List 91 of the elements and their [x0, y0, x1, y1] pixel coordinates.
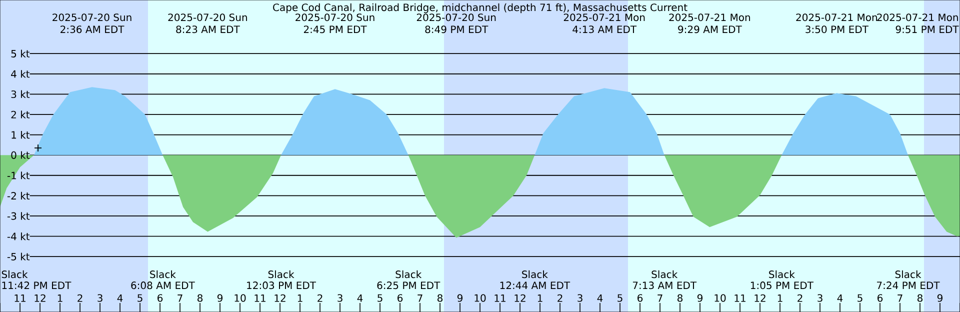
x-tick-label: 8	[677, 294, 682, 302]
annotation: Slack	[652, 270, 678, 278]
annotation: 8:23 AM EDT	[176, 26, 240, 34]
x-tick-label: 4	[597, 294, 603, 302]
annotation: 2025-07-20 Sun	[168, 14, 247, 22]
x-tick-label: 9	[217, 294, 222, 302]
y-tick-label: 0 kt	[11, 151, 30, 159]
annotation: 6:08 AM EDT	[131, 282, 195, 290]
y-tick-label: -4 kt	[7, 232, 30, 240]
x-tick-label: 8	[917, 294, 922, 302]
annotation: 1:05 PM EDT	[750, 282, 814, 290]
y-tick-label: 4 kt	[11, 70, 30, 78]
x-tick-label: 1	[298, 294, 302, 302]
annotation: 12:03 PM EDT	[247, 282, 316, 290]
x-tick-label: 2	[558, 294, 562, 302]
annotation: 2025-07-20 Sun	[416, 14, 496, 22]
x-tick-label: 7	[178, 294, 182, 302]
annotation: Slack	[895, 270, 922, 278]
x-tick-label: 2	[78, 294, 82, 302]
y-tick-label: -1 kt	[7, 172, 30, 180]
annotation: 2:36 AM EDT	[60, 26, 124, 34]
x-tick-label: 6	[638, 294, 643, 302]
x-tick-label: 12	[514, 294, 526, 302]
x-tick-label: 3	[98, 294, 102, 302]
annotation: 12:44 AM EDT	[500, 282, 570, 289]
x-tick-label: 11	[734, 294, 746, 302]
annotation: 4:13 AM EDT	[572, 26, 637, 34]
annotation: 2025-07-21 Mon	[796, 14, 877, 22]
annotation: 2025-07-20 Sun	[296, 14, 374, 22]
annotation: 9:29 AM EDT	[678, 26, 742, 34]
annotation: 11:42 PM EDT	[2, 282, 72, 289]
x-tick-label: 10	[474, 294, 486, 302]
y-tick-label: -5 kt	[7, 252, 30, 260]
y-tick-label: 2 kt	[11, 110, 30, 118]
annotation: Slack	[396, 270, 422, 278]
x-tick-label: 5	[138, 294, 142, 302]
y-tick-label: -2 kt	[7, 192, 30, 200]
x-tick-label: 9	[697, 294, 702, 302]
x-tick-label: 2	[318, 294, 322, 302]
annotation: 2025-07-21 Mon	[877, 14, 958, 22]
x-tick-label: 7	[658, 294, 662, 302]
annotation: 7:24 PM EDT	[877, 282, 940, 289]
annotation: 2025-07-20 Sun	[52, 14, 132, 22]
x-tick-label: 7	[898, 294, 902, 302]
annotation: 2025-07-21 Mon	[669, 14, 750, 22]
x-tick-label: 10	[714, 294, 726, 302]
chart-title: Cape Cod Canal, Railroad Bridge, midchannel (depth 71 ft), Massachusetts Current	[273, 3, 688, 14]
annotation: 2025-07-21 Mon	[564, 14, 645, 22]
y-tick-label: -3 kt	[7, 212, 30, 220]
x-tick-label: 4	[837, 294, 843, 302]
annotation: 3:50 PM EDT	[806, 26, 868, 34]
x-tick-label: 4	[117, 294, 123, 302]
annotation: Slack	[268, 270, 294, 278]
x-tick-label: 10	[234, 294, 246, 302]
x-tick-label: 3	[578, 294, 582, 302]
annotation: Slack	[522, 270, 548, 278]
x-tick-label: 8	[438, 294, 443, 302]
x-tick-label: 8	[198, 294, 203, 302]
x-tick-label: 11	[14, 294, 26, 302]
y-tick-label: 1 kt	[12, 130, 30, 139]
x-tick-label: 12	[274, 294, 286, 302]
x-tick-label: 12	[754, 294, 766, 302]
x-tick-label: 5	[618, 294, 622, 302]
x-tick-label: 9	[937, 294, 942, 302]
annotation: 2:45 PM EDT	[304, 26, 367, 34]
x-tick-label: 6	[158, 294, 163, 302]
annotation: Slack	[150, 270, 176, 278]
annotation: 9:51 PM EDT	[896, 26, 959, 34]
x-tick-label: 5	[858, 294, 862, 302]
x-tick-label: 2	[798, 294, 802, 302]
x-tick-label: 7	[418, 294, 422, 302]
x-tick-label: 1	[778, 294, 782, 302]
x-tick-label: 1	[538, 294, 542, 302]
x-tick-label: 11	[254, 294, 266, 302]
annotation: 6:25 PM EDT	[377, 282, 440, 290]
x-tick-label: 3	[338, 294, 342, 302]
y-tick-label: 5 kt	[11, 50, 30, 58]
annotation: 7:13 AM EDT	[632, 282, 697, 290]
x-tick-label: 1	[58, 294, 62, 302]
annotation: Slack	[769, 270, 795, 278]
x-tick-label: 5	[378, 294, 382, 302]
annotation: 8:49 PM EDT	[425, 26, 488, 34]
annotation: Slack	[2, 270, 28, 278]
x-tick-label: 6	[398, 294, 403, 302]
x-tick-label: 6	[878, 294, 883, 302]
x-tick-label: 4	[357, 294, 363, 302]
x-tick-label: 9	[457, 294, 462, 302]
x-tick-label: 11	[494, 294, 506, 302]
x-tick-label: 3	[818, 294, 822, 302]
x-tick-label: 12	[34, 294, 46, 302]
y-tick-label: 3 kt	[11, 90, 30, 98]
